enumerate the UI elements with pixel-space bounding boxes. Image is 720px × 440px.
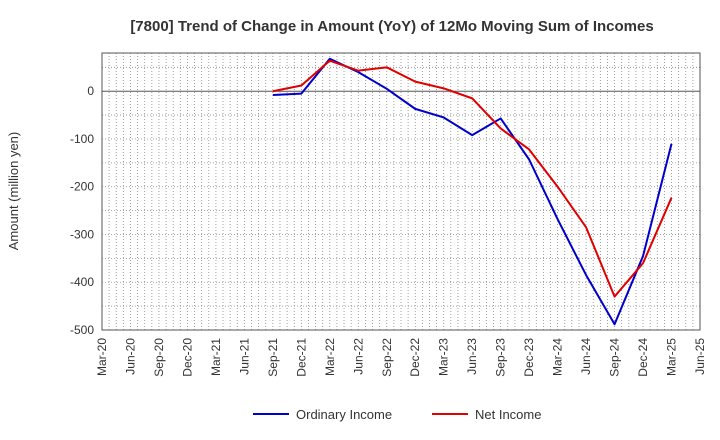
series-layer <box>272 57 673 326</box>
y-tick-label: -200 <box>70 180 94 194</box>
y-tick-label: -100 <box>70 132 94 146</box>
x-tick-label: Sep-21 <box>266 338 280 377</box>
x-tick-label: Dec-22 <box>408 338 422 377</box>
x-tick-label: Sep-22 <box>380 338 394 377</box>
y-tick-label: -300 <box>70 227 94 241</box>
x-tick-label: Sep-20 <box>152 338 166 377</box>
legend: Ordinary Income Net Income <box>253 407 541 422</box>
x-tick-label: Mar-23 <box>437 338 451 376</box>
x-tick-label: Jun-22 <box>351 338 365 375</box>
x-tick-label: Sep-24 <box>608 338 622 377</box>
y-tick-label: -500 <box>70 323 94 337</box>
x-tick-label: Jun-25 <box>693 338 707 375</box>
x-tick-label: Jun-24 <box>579 338 593 375</box>
plot-border <box>101 52 701 331</box>
x-tick-label: Mar-21 <box>209 338 223 376</box>
y-tick-label: -400 <box>70 275 94 289</box>
x-tick-label: Mar-22 <box>323 338 337 376</box>
y-tick-labels: 0 -100 -200 -300 -400 -500 <box>70 84 94 337</box>
x-tick-label: Jun-21 <box>237 338 251 375</box>
y-tick-label: 0 <box>87 84 94 98</box>
grid-layer <box>102 53 700 330</box>
legend-label-0: Ordinary Income <box>296 407 392 422</box>
x-tick-label: Jun-20 <box>123 338 137 375</box>
x-tick-label: Dec-20 <box>180 338 194 377</box>
x-tick-label: Jun-23 <box>465 338 479 375</box>
y-axis-label: Amount (million yen) <box>6 132 21 251</box>
x-tick-label: Dec-24 <box>636 338 650 377</box>
x-tick-labels: Mar-20 Jun-20 Sep-20 Dec-20 Mar-21 Jun-21 Sep-… <box>95 338 707 377</box>
x-tick-label: Mar-25 <box>665 338 679 376</box>
x-tick-label: Mar-24 <box>551 338 565 376</box>
x-tick-label: Sep-23 <box>494 338 508 377</box>
x-tick-label: Mar-20 <box>95 338 109 376</box>
x-tick-label: Dec-23 <box>522 338 536 377</box>
series-line-1 <box>272 59 673 298</box>
chart-title: [7800] Trend of Change in Amount (YoY) o… <box>130 18 653 35</box>
legend-label-1: Net Income <box>475 407 541 422</box>
plot-frame <box>101 52 701 331</box>
x-tick-label: Dec-21 <box>294 338 308 377</box>
